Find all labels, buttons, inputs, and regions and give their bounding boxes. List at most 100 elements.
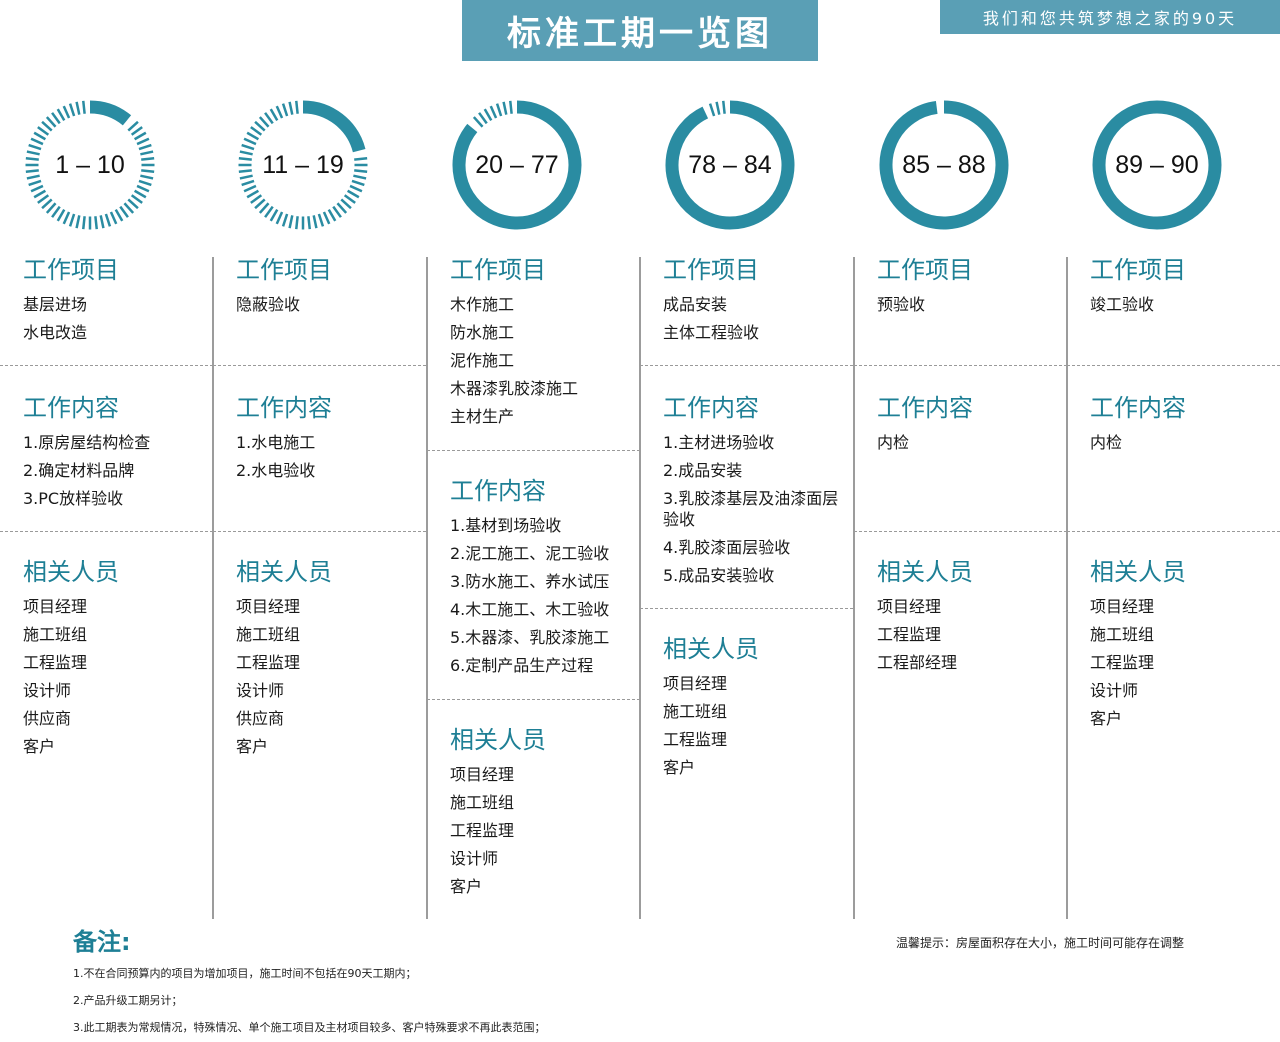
list-item: 施工班组 xyxy=(23,625,88,644)
progress-tick xyxy=(332,205,342,218)
progress-arc xyxy=(879,100,1009,230)
section-heading: 相关人员 xyxy=(877,558,973,586)
list-item: 1.主材进场验收 xyxy=(663,433,775,452)
list-item: 基层进场 xyxy=(23,295,88,314)
slogan-banner: 我们和您共筑梦想之家的90天 xyxy=(940,0,1280,34)
work-content-section: 工作内容 内检 xyxy=(854,393,1067,457)
people-section: 相关人员 项目经理 施工班组 工程监理 客户 xyxy=(640,634,853,782)
section-heading: 工作项目 xyxy=(1090,256,1186,284)
list-item: 泥作施工 xyxy=(450,351,515,370)
list-item: 竣工验收 xyxy=(1090,295,1155,314)
section-heading: 工作项目 xyxy=(663,256,759,284)
progress-tick xyxy=(127,198,139,210)
list-item: 工程监理 xyxy=(1090,653,1155,672)
progress-tick xyxy=(295,216,299,230)
people-section: 相关人员 项目经理 施工班组 工程监理 设计师 客户 xyxy=(1067,557,1280,733)
progress-tick xyxy=(502,101,508,115)
progress-tick xyxy=(295,100,299,114)
list-item: 设计师 xyxy=(1090,681,1139,700)
progress-tick xyxy=(264,205,274,218)
list-item: 内检 xyxy=(1090,433,1123,452)
list-item: 项目经理 xyxy=(450,765,515,784)
list-item: 2.确定材料品牌 xyxy=(23,461,135,480)
column-divider xyxy=(1066,257,1068,919)
list-item: 4.木工施工、木工验收 xyxy=(450,600,610,619)
progress-tick xyxy=(99,215,105,229)
progress-tick xyxy=(56,108,66,122)
page-title: 标准工期一览图 xyxy=(462,0,818,61)
section-divider xyxy=(213,365,426,366)
list-item: 预验收 xyxy=(877,295,926,314)
progress-tick xyxy=(349,184,363,193)
progress-tick xyxy=(104,213,112,227)
progress-tick xyxy=(133,131,147,141)
list-item: 1.水电施工 xyxy=(236,433,316,452)
progress-tick xyxy=(281,103,289,117)
note-item: 3.此工期表为常规情况，特殊情况、单个施工项目及主材项目较多、客户特殊要求不再此… xyxy=(73,1021,546,1034)
section-divider xyxy=(427,699,640,700)
list-item: 设计师 xyxy=(450,849,499,868)
progress-tick xyxy=(258,202,270,214)
progress-tick xyxy=(307,216,311,230)
people-section: 相关人员 项目经理 施工班组 工程监理 设计师 客户 xyxy=(427,725,640,901)
warm-tip: 温馨提示：房屋面积存在大小，施工时间可能存在调整 xyxy=(896,936,1185,950)
progress-tick xyxy=(312,215,318,229)
progress-tick xyxy=(82,216,86,230)
progress-tick xyxy=(141,157,155,161)
progress-tick xyxy=(127,120,139,132)
progress-ring-5 xyxy=(879,100,1009,230)
progress-tick xyxy=(241,179,255,187)
progress-tick xyxy=(708,103,716,117)
progress-tick xyxy=(82,100,86,114)
progress-tick xyxy=(243,137,257,146)
column-divider xyxy=(639,257,641,919)
progress-tick xyxy=(275,105,284,119)
list-item: 4.乳胶漆面层验收 xyxy=(663,538,791,557)
progress-tick xyxy=(264,112,274,125)
note-item: 2.产品升级工期另计； xyxy=(73,994,183,1007)
list-item: 设计师 xyxy=(23,681,72,700)
phase-column-4: 78 – 84 工作项目 成品安装 主体工程验收 工作内容 1.主材进场验收 2… xyxy=(640,95,853,920)
section-divider xyxy=(0,365,213,366)
progress-tick xyxy=(269,108,279,122)
notes-heading: 备注: xyxy=(73,928,131,956)
progress-tick xyxy=(45,116,57,128)
list-item: 2.泥工施工、泥工验收 xyxy=(450,544,610,563)
list-item: 项目经理 xyxy=(23,597,88,616)
progress-arc xyxy=(1092,100,1222,230)
list-item: 主体工程验收 xyxy=(663,323,760,342)
progress-tick xyxy=(51,112,61,125)
work-content-section: 工作内容 1.基材到场验收 2.泥工施工、泥工验收 3.防水施工、养水试压 4.… xyxy=(427,476,640,680)
progress-tick xyxy=(353,174,367,180)
progress-tick xyxy=(351,179,365,187)
progress-tick xyxy=(238,157,252,161)
list-item: 木作施工 xyxy=(450,295,515,314)
section-heading: 工作内容 xyxy=(877,394,973,422)
column-divider xyxy=(212,257,214,919)
phase-column-3: 20 – 77 工作项目 木作施工 防水施工 泥作施工 木器漆乳胶漆施工 主材生… xyxy=(427,95,640,920)
progress-arc xyxy=(302,100,366,153)
progress-tick xyxy=(123,202,135,214)
list-item: 施工班组 xyxy=(663,702,728,721)
section-heading: 相关人员 xyxy=(236,558,332,586)
section-divider xyxy=(854,531,1067,532)
progress-tick xyxy=(45,202,57,214)
progress-tick xyxy=(489,105,498,119)
section-heading: 工作项目 xyxy=(236,256,332,284)
section-heading: 相关人员 xyxy=(23,558,119,586)
progress-arc xyxy=(665,100,795,230)
section-heading: 工作项目 xyxy=(450,256,546,284)
progress-tick xyxy=(136,184,150,193)
section-heading: 工作内容 xyxy=(23,394,119,422)
progress-tick xyxy=(250,126,263,136)
progress-tick xyxy=(41,198,53,210)
progress-tick xyxy=(130,194,143,204)
progress-tick xyxy=(68,103,76,117)
progress-tick xyxy=(472,116,484,128)
list-item: 供应商 xyxy=(23,709,72,728)
list-item: 项目经理 xyxy=(1090,597,1155,616)
progress-tick xyxy=(62,211,71,225)
progress-tick xyxy=(317,213,325,227)
work-items-section: 工作项目 木作施工 防水施工 泥作施工 木器漆乳胶漆施工 主材生产 xyxy=(427,255,640,431)
list-item: 木器漆乳胶漆施工 xyxy=(450,379,579,398)
